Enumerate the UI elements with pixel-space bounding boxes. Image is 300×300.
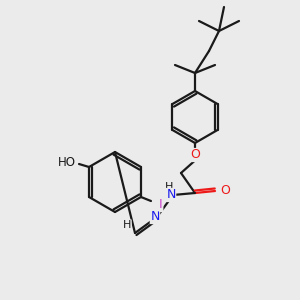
Text: N: N: [166, 188, 176, 202]
Text: I: I: [159, 199, 163, 212]
Text: H: H: [165, 182, 173, 192]
Text: O: O: [190, 148, 200, 161]
Text: N: N: [150, 211, 160, 224]
Text: O: O: [220, 184, 230, 197]
Text: H: H: [123, 220, 131, 230]
Text: HO: HO: [58, 157, 76, 169]
